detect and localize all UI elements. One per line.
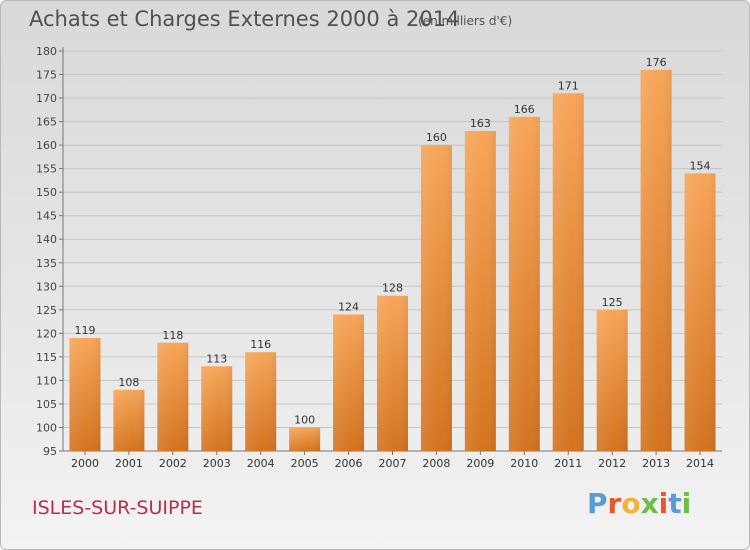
- bar-shine: [377, 295, 408, 451]
- bar-shine: [69, 338, 101, 451]
- y-tick-label: 145: [36, 210, 57, 223]
- data-label: 171: [558, 79, 579, 92]
- logo-letter: i: [681, 487, 692, 520]
- y-tick-label: 150: [36, 186, 57, 199]
- y-tick-label: 170: [36, 92, 57, 105]
- y-tick-label: 110: [36, 374, 57, 387]
- data-label: 176: [646, 56, 667, 69]
- bar-shine: [201, 366, 233, 451]
- y-tick-label: 155: [36, 163, 57, 176]
- proxiti-logo: Proxiti: [587, 487, 691, 520]
- bar-shine: [684, 173, 716, 451]
- data-label: 154: [690, 159, 711, 172]
- y-tick-label: 165: [36, 116, 57, 129]
- data-label: 124: [338, 301, 359, 314]
- bar-shine: [640, 69, 672, 451]
- y-tick-label: 160: [36, 139, 57, 152]
- data-label: 166: [514, 103, 535, 116]
- x-tick-label: 2008: [422, 457, 450, 470]
- x-tick-label: 2011: [554, 457, 582, 470]
- data-label: 119: [74, 324, 95, 337]
- y-tick-label: 115: [36, 351, 57, 364]
- data-label: 100: [294, 413, 315, 426]
- city-name: ISLES-SUR-SUIPPE: [32, 497, 203, 519]
- y-tick-label: 120: [36, 327, 57, 340]
- x-tick-label: 2005: [291, 457, 319, 470]
- bar-shine: [157, 342, 189, 451]
- bar-shine: [508, 116, 540, 451]
- y-tick-label: 95: [43, 445, 57, 458]
- data-label: 128: [382, 282, 403, 295]
- x-tick-label: 2007: [379, 457, 407, 470]
- data-label: 113: [206, 352, 227, 365]
- bar-shine: [552, 93, 584, 452]
- x-tick-label: 2002: [159, 457, 187, 470]
- x-tick-label: 2010: [510, 457, 538, 470]
- y-tick-label: 180: [36, 45, 57, 58]
- y-tick-labels: 95 100 105 110 115 120 125 130 135 140 145 150 155 16…: [36, 45, 57, 458]
- y-tick-label: 105: [36, 398, 57, 411]
- x-tick-labels: 2000 2001 2002 2003 2004 2005 2006 2007 2008 2009…: [71, 451, 714, 470]
- x-tick-label: 2009: [466, 457, 494, 470]
- y-tick-label: 130: [36, 280, 57, 293]
- data-label: 125: [602, 296, 623, 309]
- chart-title: Achats et Charges Externes 2000 à 2014: [29, 7, 460, 31]
- x-tick-label: 2004: [247, 457, 275, 470]
- chart-unit: (en milliers d'€): [418, 14, 513, 28]
- y-tick-label: 135: [36, 257, 57, 270]
- data-label: 116: [250, 338, 271, 351]
- y-tick-label: 175: [36, 69, 57, 82]
- bar-shine: [245, 352, 277, 451]
- x-tick-label: 2000: [71, 457, 99, 470]
- bars: [69, 69, 716, 452]
- data-label: 118: [162, 329, 183, 342]
- data-label: 163: [470, 117, 491, 130]
- x-tick-label: 2014: [686, 457, 714, 470]
- bar-shine: [113, 389, 145, 451]
- data-labels: 119 108 118 113 116 100 124 128 160 163 166 171 125 1…: [74, 56, 710, 427]
- logo-letter: x: [640, 487, 659, 520]
- x-tick-label: 2013: [642, 457, 670, 470]
- logo-letter: r: [607, 487, 622, 520]
- bar-shine: [420, 145, 452, 451]
- y-tick-label: 125: [36, 304, 57, 317]
- y-tick-label: 100: [36, 421, 57, 434]
- x-tick-label: 2012: [598, 457, 626, 470]
- data-label: 160: [426, 131, 447, 144]
- logo-letter: t: [668, 487, 682, 520]
- bar-shine: [464, 131, 496, 451]
- bar-shine: [333, 314, 365, 451]
- logo-letter: i: [658, 487, 669, 520]
- data-label: 108: [118, 376, 139, 389]
- bar-shine: [596, 309, 628, 451]
- bar-shine: [289, 427, 321, 451]
- y-tick-label: 140: [36, 233, 57, 246]
- x-tick-label: 2001: [115, 457, 143, 470]
- x-tick-label: 2006: [335, 457, 363, 470]
- logo-letter: P: [587, 487, 608, 520]
- x-tick-label: 2003: [203, 457, 231, 470]
- logo-letter: o: [621, 487, 641, 520]
